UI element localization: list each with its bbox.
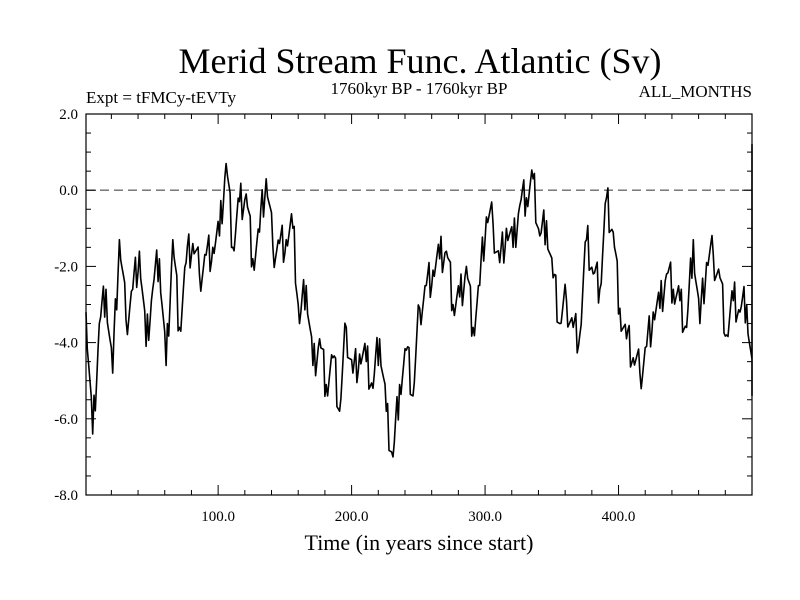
series-line xyxy=(85,143,753,458)
y-tick-label: -2.0 xyxy=(54,259,78,275)
x-tick-label: 400.0 xyxy=(602,509,636,525)
y-tick-label: -4.0 xyxy=(54,336,78,352)
period-label: 1760kyr BP - 1760kyr BP xyxy=(331,79,508,98)
x-axis-label: Time (in years since start) xyxy=(305,530,534,555)
y-tick-label: 0.0 xyxy=(59,183,78,199)
experiment-label: Expt = tFMCy-tEVTy xyxy=(86,88,237,107)
plot-frame xyxy=(85,113,753,496)
months-label: ALL_MONTHS xyxy=(639,82,752,101)
chart-title: Merid Stream Func. Atlantic (Sv) xyxy=(179,41,662,81)
x-tick-label: 100.0 xyxy=(201,509,235,525)
x-tick-label: 200.0 xyxy=(335,509,369,525)
x-tick-label: 300.0 xyxy=(468,509,502,525)
y-tick-label: 2.0 xyxy=(59,107,78,123)
y-tick-label: -8.0 xyxy=(54,488,78,504)
y-tick-label: -6.0 xyxy=(54,412,78,428)
